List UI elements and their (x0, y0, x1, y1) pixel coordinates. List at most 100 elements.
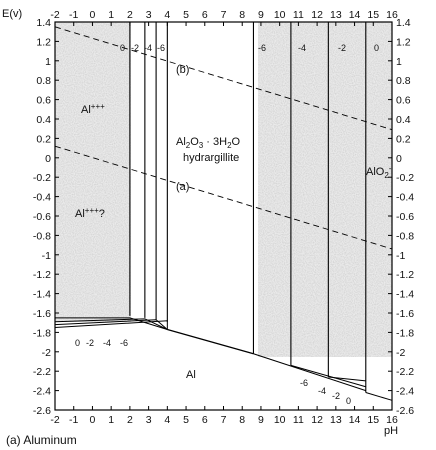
activity-label: -2 (86, 338, 94, 348)
stipple-grain-right (258, 22, 392, 357)
water-line-b-label: (b) (176, 64, 189, 76)
x-tick-label: -2 (50, 414, 59, 426)
y-tick-label: 1 (45, 56, 51, 68)
x-axis-title: pH (384, 425, 398, 437)
x-tick-label: 5 (183, 414, 189, 426)
x-tick-label: 16 (386, 9, 398, 21)
water-line-a-label: (a) (176, 181, 189, 193)
y-tick-label: -2.6 (33, 405, 51, 417)
activity-label: -2 (338, 43, 346, 53)
activity-label: -2 (332, 391, 340, 401)
x-tick-label: 3 (146, 9, 152, 21)
x-tick-label: 13 (330, 9, 342, 21)
y-tick-label: 0 (396, 153, 402, 165)
x-tick-label: 3 (146, 414, 152, 426)
y-tick-label: -1.6 (33, 308, 51, 320)
water-stability-lines (54, 26, 393, 250)
y-tick-label: -0.2 (396, 172, 414, 184)
x-tick-label: 12 (311, 9, 323, 21)
y-axis-title: E(v) (2, 8, 22, 20)
activity-labels-top-acid: 0 -2 -4 -6 (120, 43, 165, 53)
y-tick-label: -1.8 (33, 327, 51, 339)
y-tick-label: 0.2 (36, 133, 51, 145)
oxide-metal-boundary (167, 328, 254, 355)
x-tick-label: -2 (50, 9, 59, 21)
x-axis-bottom: -2 -1 0 1 2 3 4 5 6 7 8 9 10 11 12 13 14 15 16 (50, 406, 398, 426)
activity-labels-bottom-acid: 0 -2 -4 -6 (75, 338, 128, 348)
x-axis-top: -2 -1 0 1 2 3 4 5 6 7 8 9 10 11 12 13 14 15 16 (50, 9, 398, 26)
figure-caption: (a) Aluminum (6, 433, 77, 447)
y-tick-label: 0.2 (396, 133, 411, 145)
activity-label: -6 (300, 378, 308, 388)
activity-label: -4 (103, 338, 111, 348)
y-tick-label: -0.6 (396, 211, 414, 223)
x-tick-label: 4 (164, 9, 170, 21)
y-tick-label: 0.8 (396, 75, 411, 87)
activity-labels-bottom-alkaline: -6 -4 -2 0 (300, 378, 351, 406)
y-tick-label: 1.4 (36, 17, 51, 29)
y-tick-label: 0.4 (396, 114, 411, 126)
x-tick-label: 2 (127, 414, 133, 426)
x-tick-label: -1 (69, 414, 78, 426)
x-tick-label: 13 (330, 414, 342, 426)
activity-label: -4 (144, 43, 152, 53)
x-tick-label: 4 (164, 414, 170, 426)
y-tick-label: -0.8 (396, 230, 414, 242)
x-tick-label: 15 (367, 9, 379, 21)
y-tick-label: -1.2 (396, 269, 414, 281)
stipple-grain-left (55, 22, 131, 322)
y-tick-label: -2.2 (396, 366, 414, 378)
y-axis-left: 1.4 1.2 1 0.8 0.6 0.4 0.2 0 -0.2 -0.4 -0.6 -0.8 -1 -1… (33, 17, 59, 417)
y-tick-label: 0.6 (396, 95, 411, 107)
y-tick-label: -0.6 (33, 211, 51, 223)
y-tick-label: 0.6 (36, 95, 51, 107)
x-tick-label: 0 (90, 414, 96, 426)
x-tick-label: 6 (202, 9, 208, 21)
x-tick-label: 10 (274, 414, 286, 426)
phase-boundaries (54, 22, 393, 401)
x-tick-label: -1 (69, 9, 78, 21)
activity-label: -6 (120, 338, 128, 348)
y-tick-label: -0.8 (33, 230, 51, 242)
y-tick-label: 1 (396, 56, 402, 68)
y-tick-label: -2.4 (396, 386, 414, 398)
y-tick-label: 0.8 (36, 75, 51, 87)
activity-label: -4 (318, 386, 326, 396)
y-tick-label: -0.4 (33, 192, 51, 204)
y-tick-label: -0.2 (33, 172, 51, 184)
label-hydrargillite-formula: Al2O3 · 3H2O (176, 136, 241, 150)
aluminate-metal-boundary (253, 353, 366, 392)
metal-ion-boundary (54, 320, 168, 330)
y-tick-label: -2 (42, 347, 51, 359)
activity-label: -6 (258, 43, 266, 53)
aluminate-metal-boundary (365, 392, 393, 401)
y-tick-label: 0.4 (36, 114, 51, 126)
y-tick-label: 1.2 (396, 36, 411, 48)
x-tick-label: 14 (349, 414, 361, 426)
y-tick-label: 0 (45, 153, 51, 165)
water-line-a (54, 145, 393, 250)
label-aluminate: AlO2- (366, 164, 392, 180)
x-tick-label: 7 (221, 9, 227, 21)
y-tick-label: -1.2 (33, 269, 51, 281)
activity-label: -2 (131, 43, 139, 53)
x-tick-label: 1 (108, 9, 114, 21)
y-tick-label: 1.2 (36, 36, 51, 48)
aluminate-metal-boundary (328, 376, 366, 382)
metal-ion-boundary (54, 318, 168, 330)
x-tick-label: 11 (293, 9, 304, 21)
x-tick-label: 9 (258, 9, 264, 21)
y-tick-label: -1.6 (396, 308, 414, 320)
y-tick-label: -1 (42, 250, 51, 262)
activity-label: 0 (75, 338, 80, 348)
metal-ion-boundary (54, 319, 168, 330)
y-tick-label: -2 (396, 347, 405, 359)
y-tick-label: -2.2 (33, 366, 51, 378)
y-tick-label: -0.4 (396, 192, 414, 204)
x-tick-label: 7 (221, 414, 227, 426)
x-tick-label: 14 (349, 9, 361, 21)
y-tick-label: -2.4 (33, 386, 51, 398)
y-axis-right: 1.4 1.2 1 0.8 0.6 0.4 0.2 0 -0.2 -0.4 -0.6 -0.8 -1 -1… (388, 17, 414, 417)
y-tick-label: -1 (396, 250, 405, 262)
